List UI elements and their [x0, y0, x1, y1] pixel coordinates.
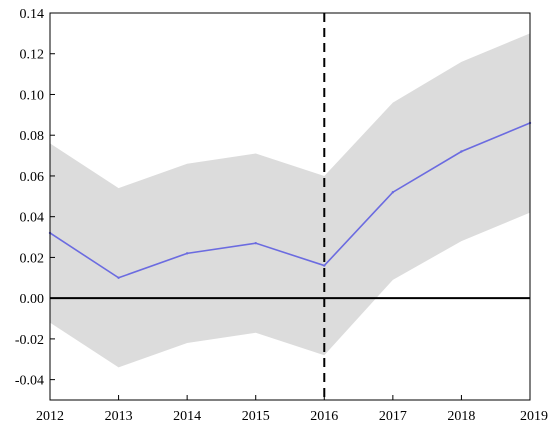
data-point-2018 — [460, 150, 463, 153]
y-tick-label: 0.04 — [20, 211, 45, 226]
y-tick-label: 0.08 — [20, 129, 45, 144]
data-point-2015 — [254, 241, 257, 245]
plot-frame — [49, 12, 531, 401]
x-tick-label: 2017 — [379, 409, 407, 424]
x-tick-label: 2014 — [173, 409, 201, 424]
x-tick-label: 2013 — [105, 409, 133, 424]
x-tick-label: 2015 — [242, 409, 270, 424]
confidence-band — [50, 33, 530, 368]
y-tick-label: 0.06 — [20, 170, 45, 185]
y-tick-label: 0.00 — [20, 292, 45, 307]
plot-area: 0.14 0.12 0.10 0.08 0.06 0.04 0.02 0.00 -0.02 -0.… — [15, 7, 548, 424]
y-tick-label: 0.12 — [20, 48, 45, 63]
data-point-2017 — [391, 191, 395, 194]
series-line-0 — [49, 122, 531, 279]
y-tick-label: 0.14 — [20, 7, 45, 22]
data-point-2013 — [117, 276, 120, 279]
x-tick-label: 2018 — [447, 409, 475, 424]
data-point-2016 — [323, 264, 326, 267]
y-tick-label: -0.02 — [15, 333, 44, 348]
x-tick-label: 2019 — [520, 409, 548, 424]
data-point-2014 — [185, 252, 189, 255]
x-tick-label: 2012 — [36, 409, 64, 424]
y-tick-label: 0.02 — [20, 251, 45, 266]
y-tick-label: 0.10 — [20, 88, 45, 103]
x-tick-label: 2016 — [310, 409, 338, 424]
y-tick-label: -0.04 — [15, 374, 44, 389]
